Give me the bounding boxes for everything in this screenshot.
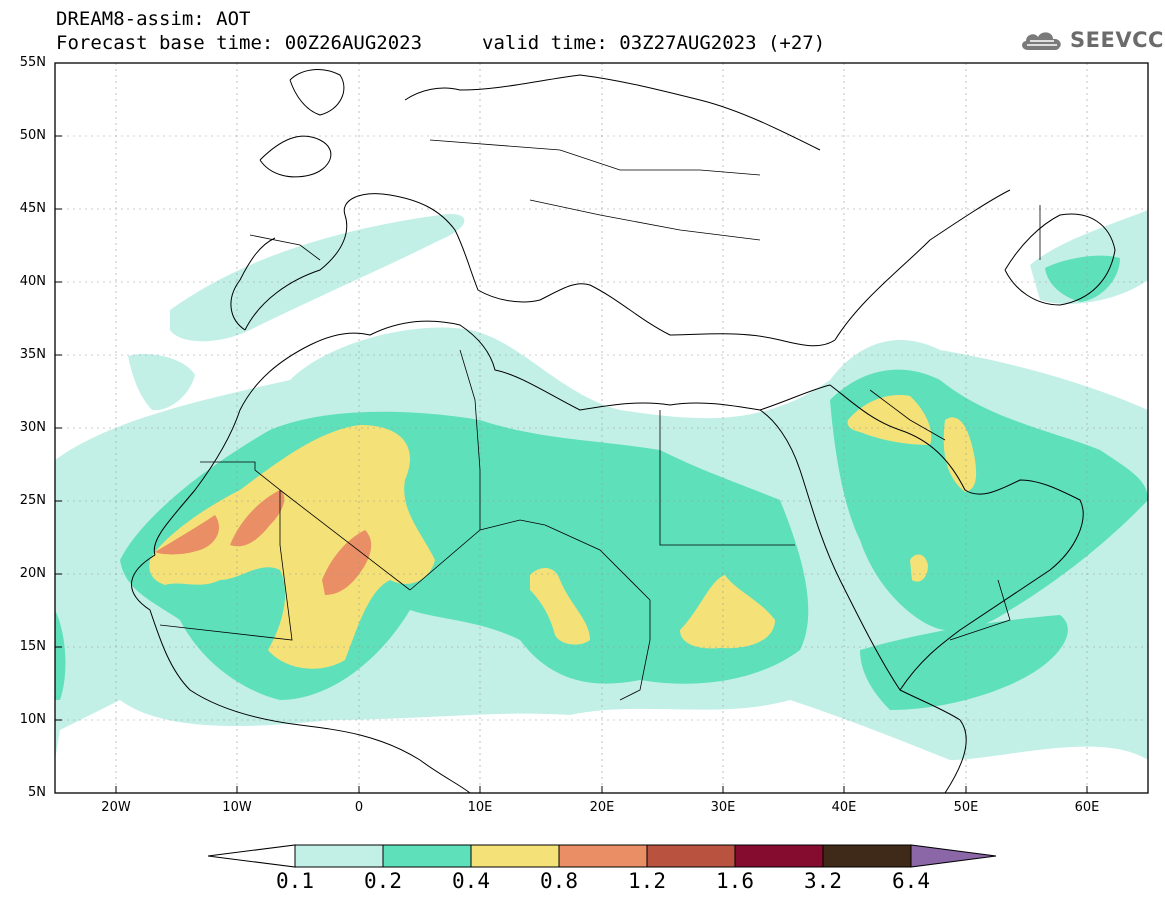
lon-label: 50E	[953, 800, 979, 815]
aot-field	[55, 210, 1148, 760]
lat-label: 15N	[19, 639, 46, 654]
colorbar-segment-2	[382, 844, 472, 868]
colorbar-segment-1	[294, 844, 384, 868]
lat-label: 55N	[19, 55, 46, 70]
colorbar-label: 0.1	[276, 869, 314, 893]
colorbar-segment-5	[646, 844, 736, 868]
lon-label: 60E	[1074, 800, 1100, 815]
lon-label: 10E	[467, 800, 493, 815]
colorbar-label: 1.6	[716, 869, 754, 893]
lon-label: 20W	[101, 800, 131, 815]
aot-level-0-4	[149, 395, 977, 669]
coastlines	[131, 69, 1116, 793]
logo-text: SEEVCCC	[1070, 28, 1165, 52]
lat-label: 5N	[28, 785, 46, 800]
colorbar-left-arrow	[207, 844, 296, 868]
colorbar	[207, 844, 997, 868]
lat-label: 45N	[19, 201, 46, 216]
cloud-logo-icon	[1022, 32, 1061, 50]
lon-label: 40E	[831, 800, 857, 815]
lat-label: 40N	[19, 274, 46, 289]
lat-label: 30N	[19, 420, 46, 435]
colorbar-label: 0.4	[452, 869, 490, 893]
country-borders	[159, 139, 1041, 701]
map-grid	[55, 63, 1148, 793]
aot-level-0-8	[155, 490, 372, 595]
colorbar-segment-7	[822, 844, 912, 868]
forecast-base-time: Forecast base time: 00Z26AUG2023	[56, 32, 423, 54]
colorbar-label: 6.4	[892, 869, 930, 893]
axis-ticks	[55, 135, 1088, 793]
lon-label: 0	[354, 800, 364, 815]
lat-label: 25N	[19, 493, 46, 508]
lat-label: 10N	[19, 712, 46, 727]
colorbar-label: 0.2	[364, 869, 402, 893]
map-title: DREAM8-assim: AOT	[56, 8, 251, 30]
lat-label: 20N	[19, 566, 46, 581]
lon-label: 30E	[710, 800, 736, 815]
lon-label: 10W	[222, 800, 252, 815]
colorbar-segment-3	[470, 844, 560, 868]
lon-label: 20E	[589, 800, 615, 815]
colorbar-label: 0.8	[540, 869, 578, 893]
colorbar-label: 1.2	[628, 869, 666, 893]
lat-label: 50N	[19, 128, 46, 143]
lat-label: 35N	[19, 347, 46, 362]
colorbar-segment-4	[558, 844, 648, 868]
colorbar-label: 3.2	[804, 869, 842, 893]
valid-time: valid time: 03Z27AUG2023 (+27)	[482, 32, 826, 54]
colorbar-segment-6	[734, 844, 824, 868]
colorbar-right-arrow	[910, 844, 997, 868]
seevccc-logo: SEEVCCC	[1018, 25, 1165, 55]
